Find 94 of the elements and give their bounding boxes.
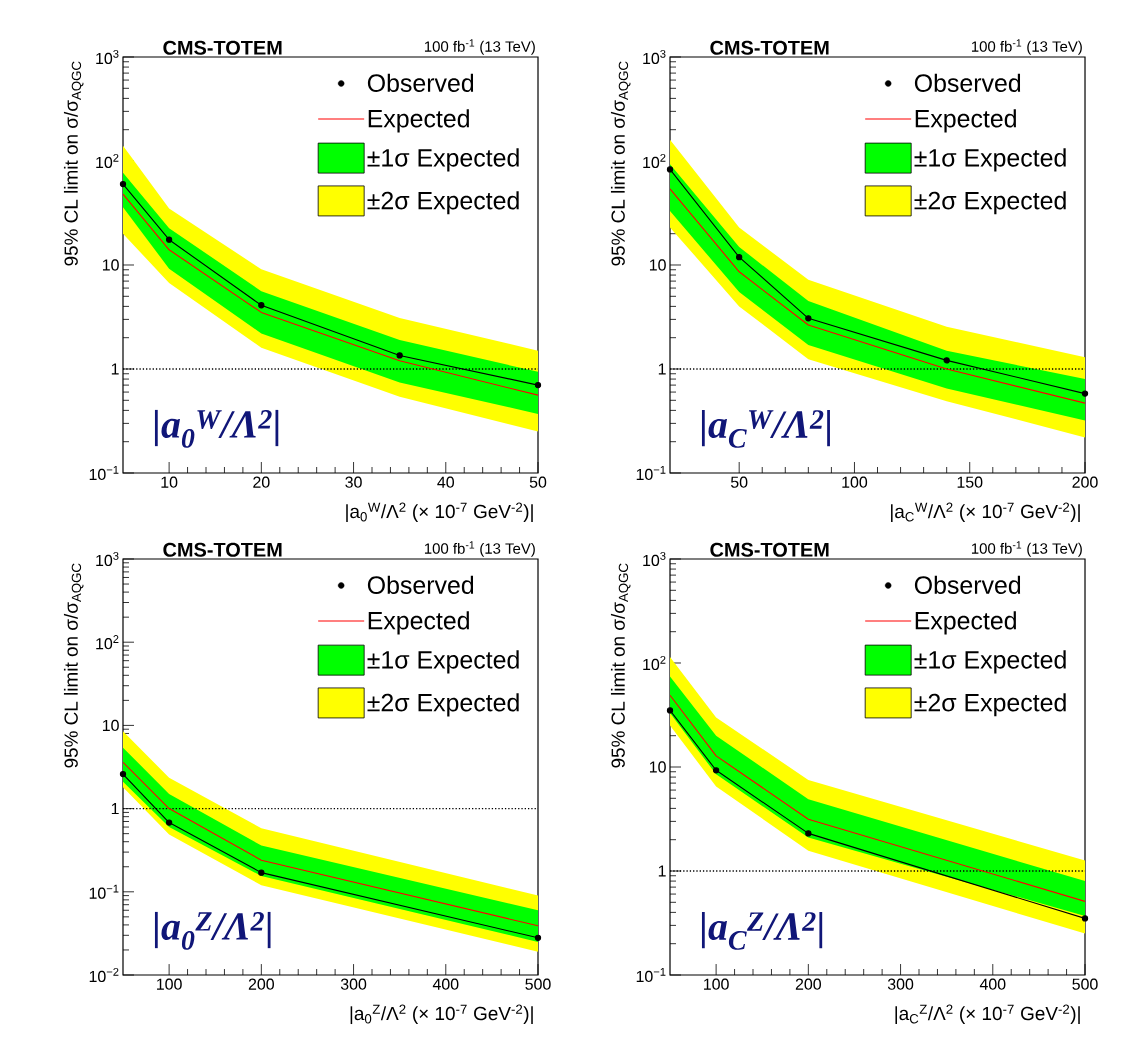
- point: [534, 934, 542, 941]
- legend-label: Expected: [368, 109, 469, 133]
- x-tick-label: 400: [432, 978, 459, 990]
- chart-subtitle: 100 fb$^{-1}$ (13 TeV): [971, 541, 1082, 557]
- legend-label: ±1σ Expected: [367, 650, 519, 674]
- chart-subtitle: 100 fb$^{-1}$ (13 TeV): [424, 541, 535, 557]
- x-tick-label: 50: [529, 476, 547, 488]
- chart-subtitle: 100 fb$^{-1}$ (13 TeV): [971, 39, 1082, 55]
- text: |a$_{0}$$^{W}$/Λ$^{2}$ (× 10$^{-7}$ GeV$^{-2}$)|: [346, 502, 533, 523]
- legend-label: Observed: [367, 575, 474, 594]
- y-axis-title: 95% CL limit on σ/σ$_{AQGC}$: [63, 61, 84, 266]
- x-tick-label: 100: [842, 476, 868, 488]
- y-tick-label: 10: [102, 259, 119, 271]
- y-axis-title: 95% CL limit on σ/σ$_{AQGC}$: [63, 563, 84, 768]
- y-tick-label: 1: [111, 803, 119, 815]
- legend-label: ±2σ Expected: [367, 693, 519, 717]
- x-tick-label: 100: [157, 978, 182, 990]
- point: [805, 315, 812, 322]
- x-tick-label: 200: [1072, 476, 1098, 488]
- y-axis-title: 95% CL limit on σ/σ$_{AQGC}$: [610, 563, 631, 768]
- chart-title: CMS-TOTEM: [163, 542, 282, 557]
- y-tick-label: 10: [649, 259, 666, 271]
- text: |a$_{C}$$^{Z}$/Λ$^{2}$ (× 10$^{-7}$ GeV$^{-2}$)|: [895, 1004, 1080, 1025]
- point: [1081, 390, 1089, 397]
- point: [119, 180, 127, 188]
- x-tick-label: 400: [979, 978, 1006, 990]
- x-tick-label: 200: [795, 978, 821, 990]
- point: [943, 357, 950, 364]
- x-tick-label: 50: [730, 476, 748, 488]
- y-tick-label: 1: [658, 363, 666, 375]
- legend-label: Observed: [914, 73, 1021, 92]
- x-tick-label: 500: [1072, 978, 1098, 990]
- x-tick-label: 40: [437, 476, 455, 488]
- y-tick-label: 10$^{2}$: [96, 635, 119, 650]
- y-tick-label: 10$^{3}$: [643, 49, 666, 65]
- y-tick-label: 10: [649, 761, 666, 773]
- point: [1081, 915, 1089, 922]
- chart-subtitle: 100 fb$^{-1}$ (13 TeV): [424, 39, 535, 55]
- x-tick-label: 500: [525, 978, 551, 990]
- y-tick-label: 10$^{2}$: [643, 655, 666, 671]
- y-tick-label: 10: [102, 719, 119, 732]
- point: [666, 166, 674, 173]
- point: [396, 352, 403, 359]
- annotation: |a$_{0}$$^{W}$/Λ$^{2}$|: [154, 409, 279, 448]
- annotation: |a$_{C}$$^{W}$/Λ$^{2}$|: [701, 409, 830, 448]
- y-tick-label: 10$^{2}$: [643, 153, 666, 169]
- x-tick-label: 30: [345, 476, 362, 488]
- y-tick-label: 1: [658, 865, 666, 877]
- point: [736, 253, 743, 261]
- x-tick-label: 150: [957, 476, 983, 488]
- legend-label: ±2σ Expected: [914, 191, 1066, 215]
- legend-label: Expected: [368, 611, 469, 635]
- chart-title: CMS-TOTEM: [710, 542, 829, 557]
- x-tick-label: 200: [248, 978, 274, 990]
- y-tick-label: 10$^{3}$: [96, 49, 119, 65]
- legend-label: Observed: [914, 575, 1021, 594]
- point: [165, 819, 173, 826]
- point: [258, 869, 265, 876]
- point: [805, 830, 812, 837]
- legend-label: Observed: [367, 73, 474, 92]
- annotation: |a$_{0}$$^{Z}$/Λ$^{2}$|: [154, 911, 271, 950]
- x-tick-label: 100: [704, 978, 729, 990]
- y-tick-label: 10$^{−1}$: [89, 465, 119, 481]
- x-tick-label: 20: [253, 476, 270, 488]
- x-tick-label: 300: [340, 978, 367, 990]
- text: |a$_{C}$$^{W}$/Λ$^{2}$ (× 10$^{-7}$ GeV$^{-2}$)|: [891, 502, 1080, 523]
- legend-label: ±1σ Expected: [914, 148, 1066, 172]
- y-tick-label: 10$^{−1}$: [89, 884, 119, 899]
- legend-label: Expected: [915, 611, 1016, 635]
- y-tick-label: 10$^{3}$: [643, 551, 666, 567]
- point: [712, 767, 720, 774]
- legend-label: ±1σ Expected: [914, 650, 1066, 674]
- point: [165, 236, 173, 243]
- annotation: |a$_{C}$$^{Z}$/Λ$^{2}$|: [701, 912, 823, 950]
- x-tick-label: 10: [161, 476, 178, 488]
- y-axis-title: 95% CL limit on σ/σ$_{AQGC}$: [610, 61, 631, 266]
- y-tick-label: 10$^{2}$: [96, 153, 119, 169]
- point: [119, 770, 127, 778]
- y-tick-label: 10$^{−1}$: [636, 967, 666, 983]
- text: |a$_{0}$$^{Z}$/Λ$^{2}$ (× 10$^{-7}$ GeV$^{-2}$)|: [350, 1004, 533, 1025]
- legend-label: ±2σ Expected: [367, 191, 519, 215]
- legend-label: ±2σ Expected: [914, 693, 1066, 717]
- point: [534, 381, 542, 389]
- chart-title: CMS-TOTEM: [163, 40, 282, 55]
- y-tick-label: 10$^{3}$: [96, 551, 119, 567]
- y-tick-label: 10$^{−2}$: [89, 967, 119, 983]
- legend-label: ±1σ Expected: [367, 148, 519, 172]
- y-tick-label: 10$^{−1}$: [636, 465, 666, 481]
- point: [666, 707, 674, 714]
- x-tick-label: 300: [887, 978, 914, 990]
- y-tick-label: 1: [111, 363, 119, 375]
- chart-title: CMS-TOTEM: [710, 40, 829, 55]
- legend-label: Expected: [915, 109, 1016, 133]
- point: [258, 302, 265, 309]
